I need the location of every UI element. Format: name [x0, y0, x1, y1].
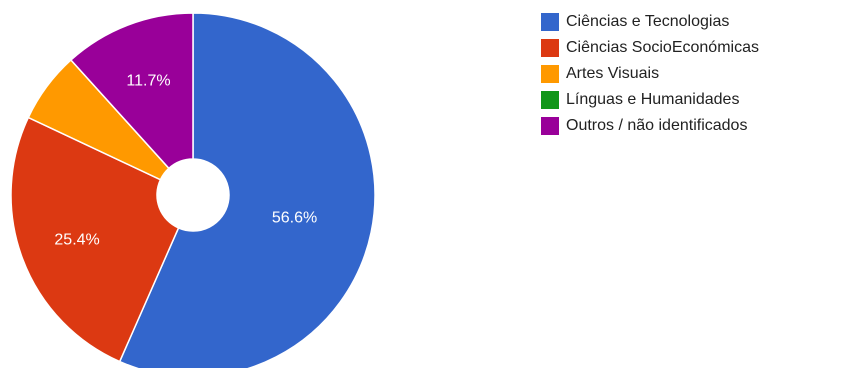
legend-swatch [541, 117, 559, 135]
slice-label-ciencias-socioeconomicas: 25.4% [54, 231, 99, 248]
slice-label-ciencias-e-tecnologias: 56.6% [272, 209, 317, 226]
legend-label: Ciências e Tecnologias [566, 13, 730, 30]
legend-swatch [541, 91, 559, 109]
legend-label: Línguas e Humanidades [566, 91, 740, 108]
legend-swatch [541, 13, 559, 31]
legend-label: Outros / não identificados [566, 117, 748, 134]
legend-item-ciencias-e-tecnologias[interactable]: Ciências e Tecnologias [541, 11, 759, 33]
legend-swatch [541, 39, 559, 57]
legend-label: Ciências SocioEconómicas [566, 39, 759, 56]
pie-slice-ciencias-e-tecnologias[interactable] [118, 12, 376, 368]
pie-chart: 56.6% 25.4% 11.7% [10, 12, 376, 368]
legend-swatch [541, 65, 559, 83]
pie-slice-ciencias-socioeconomicas[interactable] [10, 116, 180, 363]
legend-item-linguas-e-humanidades[interactable]: Línguas e Humanidades [541, 89, 759, 111]
legend-item-outros-nao-identificados[interactable]: Outros / não identificados [541, 115, 759, 137]
legend: Ciências e Tecnologias Ciências SocioEcon… [541, 11, 759, 141]
legend-item-artes-visuais[interactable]: Artes Visuais [541, 63, 759, 85]
legend-label: Artes Visuais [566, 65, 660, 82]
legend-item-ciencias-socioeconomicas[interactable]: Ciências SocioEconómicas [541, 37, 759, 59]
pie-slice-outros-nao-identificados[interactable] [69, 12, 194, 170]
slice-label-outros-nao-identificados: 11.7% [126, 73, 170, 90]
